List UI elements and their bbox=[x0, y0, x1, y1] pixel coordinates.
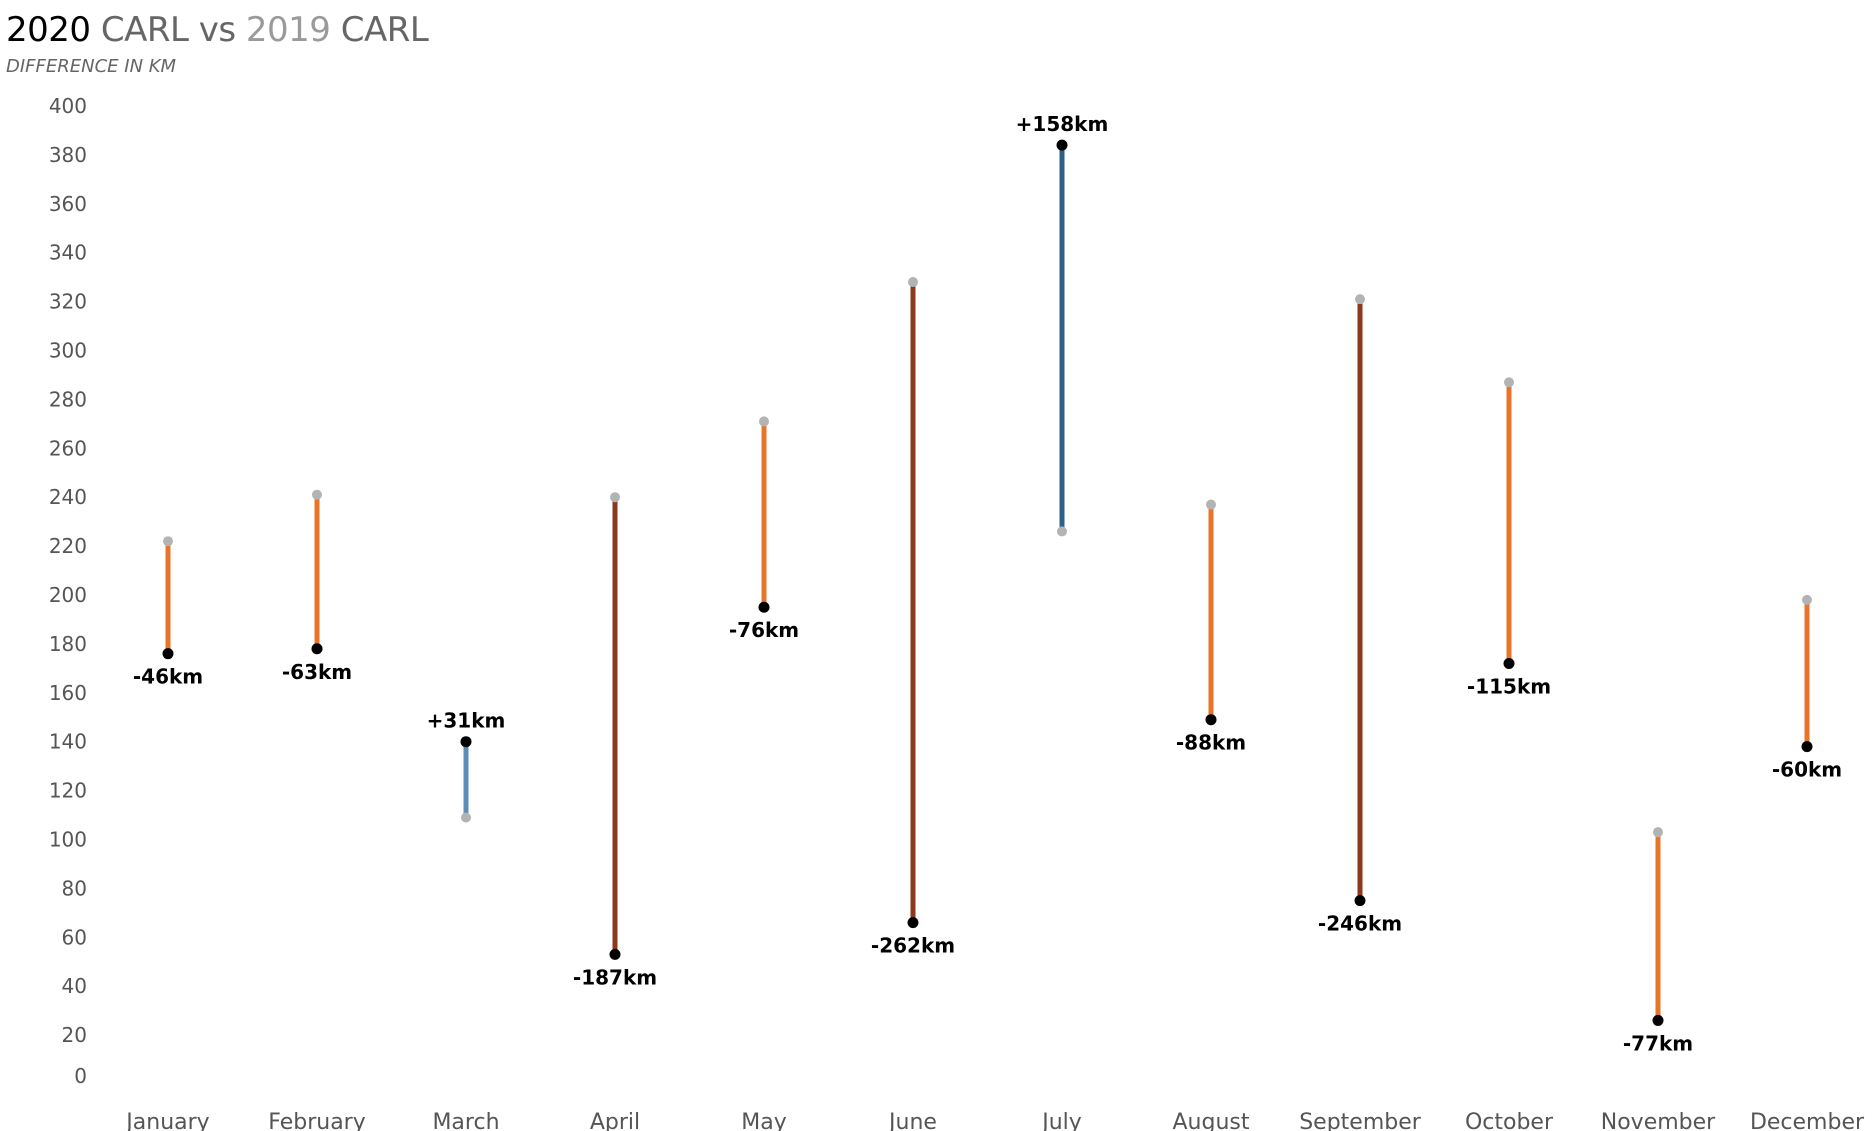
chart-subtitle: DIFFERENCE IN KM bbox=[6, 56, 177, 77]
point-2020 bbox=[311, 643, 323, 655]
y-tick-label: 60 bbox=[62, 925, 87, 949]
point-2020 bbox=[1056, 139, 1068, 151]
x-tick-label: October bbox=[1465, 1110, 1554, 1131]
y-tick-label: 160 bbox=[49, 681, 87, 705]
y-tick-label: 200 bbox=[49, 583, 87, 607]
x-tick-label: March bbox=[432, 1110, 499, 1131]
point-2019 bbox=[908, 277, 918, 288]
data-label: -262km bbox=[871, 934, 955, 958]
title-vs: vs bbox=[198, 10, 236, 50]
y-tick-label: 380 bbox=[49, 143, 87, 167]
y-tick-label: 300 bbox=[49, 339, 87, 363]
point-2019 bbox=[312, 489, 322, 500]
title-year-2019: 2019 bbox=[245, 10, 331, 50]
y-tick-label: 360 bbox=[49, 192, 87, 216]
x-tick-label: August bbox=[1173, 1110, 1250, 1131]
title-name-2020: CARL bbox=[100, 10, 189, 50]
point-2020 bbox=[1205, 714, 1217, 726]
title-name-2019: CARL bbox=[340, 10, 429, 50]
x-tick-label: June bbox=[887, 1110, 937, 1131]
point-2020 bbox=[758, 601, 770, 613]
data-label: -88km bbox=[1176, 731, 1246, 755]
point-2019 bbox=[1057, 526, 1067, 537]
point-2019 bbox=[610, 492, 620, 503]
title-year-2020: 2020 bbox=[6, 10, 91, 50]
x-tick-label: February bbox=[268, 1110, 366, 1131]
point-2020 bbox=[907, 917, 919, 929]
data-label: +158km bbox=[1016, 112, 1109, 136]
point-2020 bbox=[1354, 895, 1366, 907]
point-2020 bbox=[1652, 1014, 1664, 1026]
y-tick-label: 400 bbox=[49, 94, 87, 118]
x-tick-label: December bbox=[1750, 1110, 1865, 1131]
y-tick-label: 140 bbox=[49, 730, 87, 754]
data-label: -46km bbox=[133, 665, 203, 689]
point-2019 bbox=[1206, 499, 1216, 510]
y-tick-label: 100 bbox=[49, 828, 87, 852]
y-tick-label: 80 bbox=[62, 876, 87, 900]
y-tick-label: 260 bbox=[49, 436, 87, 460]
x-tick-label: April bbox=[590, 1110, 640, 1131]
data-label: -77km bbox=[1623, 1031, 1693, 1055]
chart-title: 2020 CARL vs 2019 CARL bbox=[6, 10, 429, 50]
point-2019 bbox=[1355, 294, 1365, 305]
point-2020 bbox=[162, 648, 174, 660]
data-label: -115km bbox=[1467, 674, 1551, 698]
y-tick-label: 20 bbox=[62, 1023, 87, 1047]
y-tick-label: 320 bbox=[49, 290, 87, 314]
point-2019 bbox=[163, 536, 173, 547]
y-tick-label: 340 bbox=[49, 241, 87, 265]
point-2019 bbox=[1802, 594, 1812, 605]
point-2019 bbox=[461, 812, 471, 823]
x-tick-label: July bbox=[1040, 1110, 1082, 1131]
point-2020 bbox=[1503, 657, 1515, 669]
y-tick-label: 120 bbox=[49, 779, 87, 803]
data-label: -60km bbox=[1772, 758, 1842, 782]
y-tick-label: 240 bbox=[49, 485, 87, 509]
data-label: -63km bbox=[282, 660, 352, 684]
x-tick-label: May bbox=[741, 1110, 786, 1131]
point-2019 bbox=[1653, 827, 1663, 838]
point-2020 bbox=[609, 948, 621, 960]
point-2020 bbox=[1801, 741, 1813, 753]
y-tick-label: 180 bbox=[49, 632, 87, 656]
y-tick-label: 220 bbox=[49, 534, 87, 558]
point-2019 bbox=[1504, 377, 1514, 388]
y-tick-label: 280 bbox=[49, 387, 87, 411]
x-tick-label: November bbox=[1601, 1110, 1716, 1131]
y-tick-label: 40 bbox=[62, 974, 87, 998]
data-label: -76km bbox=[729, 618, 799, 642]
x-tick-label: January bbox=[124, 1110, 209, 1131]
data-label: +31km bbox=[427, 709, 506, 733]
data-label: -187km bbox=[573, 965, 657, 989]
point-2019 bbox=[759, 416, 769, 427]
data-label: -246km bbox=[1318, 912, 1402, 936]
point-2020 bbox=[460, 736, 472, 748]
y-tick-label: 0 bbox=[74, 1064, 87, 1088]
x-tick-label: September bbox=[1299, 1110, 1422, 1131]
